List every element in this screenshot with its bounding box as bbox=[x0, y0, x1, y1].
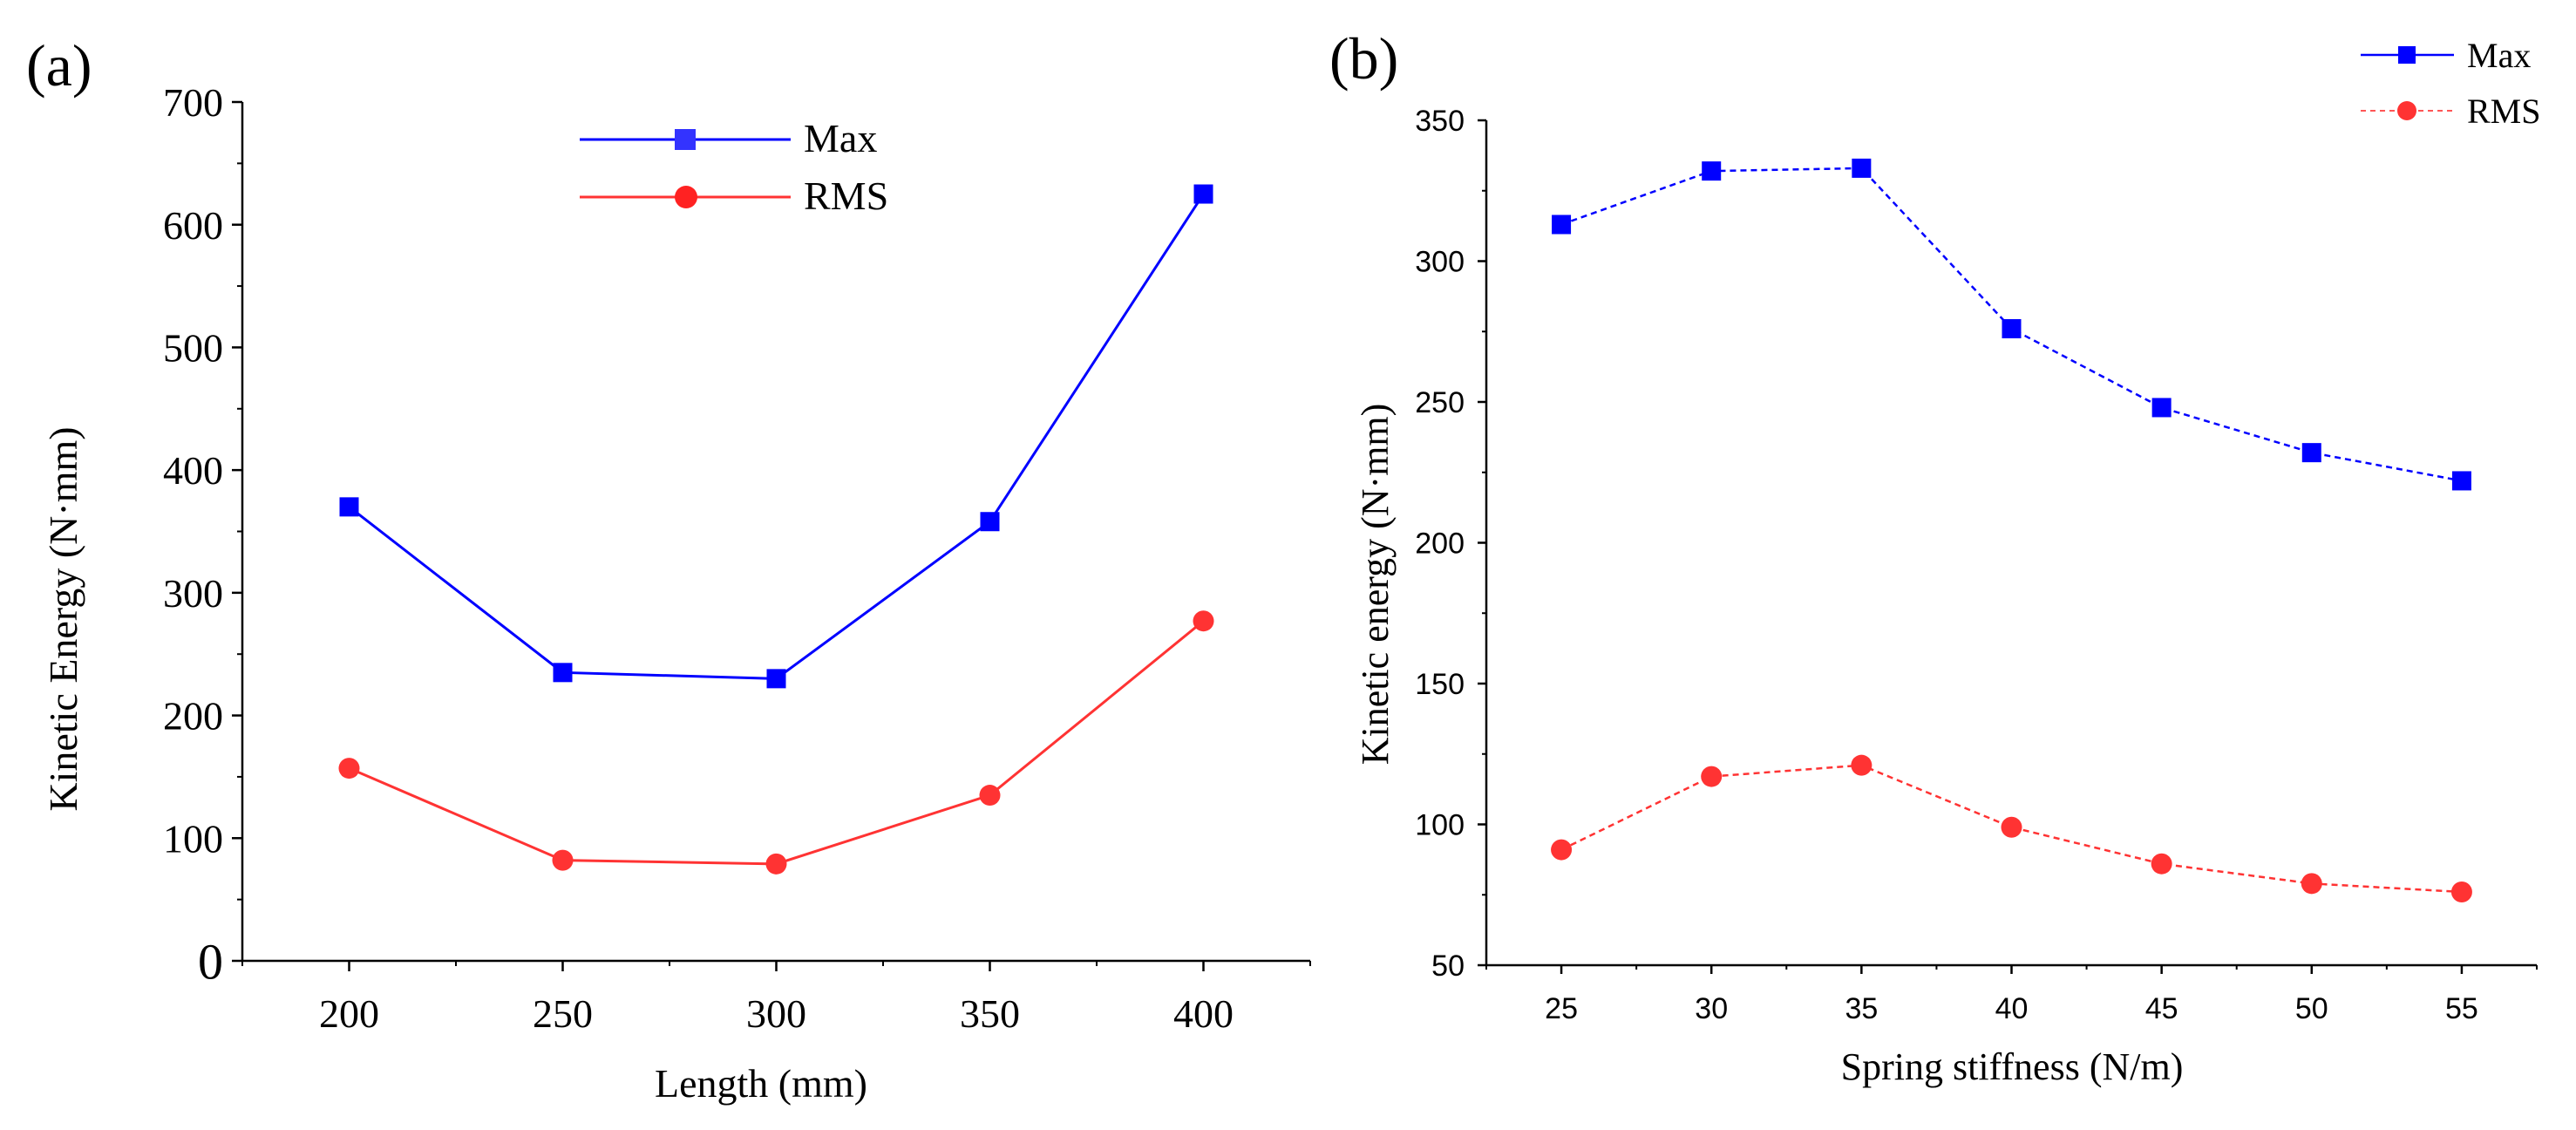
chart-a-ticks: 200 250 300 350 400 0 100 200 300 400 500 600 700 bbox=[163, 80, 1311, 1036]
x-tick-label: 50 bbox=[2295, 992, 2328, 1025]
data-point-rms bbox=[1193, 610, 1214, 632]
data-point-max bbox=[2151, 398, 2172, 418]
chart-b-xlabel: Spring stiffness (N/m) bbox=[1841, 1045, 2184, 1088]
data-point-rms bbox=[1551, 839, 1573, 861]
panel-label-a: (a) bbox=[26, 32, 92, 99]
y-tick-label: 700 bbox=[163, 80, 223, 125]
chart-b-series bbox=[1551, 158, 2472, 903]
data-point-rms bbox=[552, 849, 574, 871]
x-tick-label: 25 bbox=[1545, 992, 1578, 1025]
legend-a-rms: RMS bbox=[580, 174, 888, 218]
data-point-max bbox=[980, 512, 1000, 532]
y-tick-label: 150 bbox=[1415, 668, 1465, 701]
chart-b-axes bbox=[1485, 120, 2537, 967]
data-point-max bbox=[1852, 158, 1872, 178]
chart-a-axes bbox=[241, 102, 1310, 963]
data-point-max bbox=[2301, 443, 2321, 463]
x-tick-label: 400 bbox=[1173, 991, 1234, 1036]
data-point-rms bbox=[2301, 873, 2322, 895]
legend-b-max-label: Max bbox=[2467, 36, 2531, 75]
data-point-rms bbox=[2001, 816, 2022, 838]
y-tick-label: 400 bbox=[163, 448, 223, 493]
data-point-rms bbox=[2450, 882, 2472, 903]
y-tick-label: 250 bbox=[1415, 386, 1465, 419]
data-point-rms bbox=[2151, 853, 2172, 875]
y-tick-label: 200 bbox=[163, 694, 223, 739]
y-tick-label: 100 bbox=[1415, 808, 1465, 841]
data-point-max bbox=[2002, 319, 2022, 339]
legend-a-rms-label: RMS bbox=[804, 174, 888, 218]
data-point-rms bbox=[979, 785, 1001, 807]
x-tick-label: 55 bbox=[2445, 992, 2478, 1025]
data-point-max bbox=[766, 669, 786, 689]
chart-b: (b) 25 30 35 40 45 50 55 50 100 150 200 250 300 350 S… bbox=[1329, 25, 2541, 1088]
y-tick-label: 350 bbox=[1415, 105, 1465, 138]
data-point-rms bbox=[1701, 766, 1723, 787]
chart-a: (a) 200 250 300 350 400 0 100 200 300 400 500 600 70… bbox=[26, 32, 1311, 1106]
x-tick-label: 30 bbox=[1695, 992, 1728, 1025]
x-tick-label: 300 bbox=[746, 991, 806, 1036]
x-tick-label: 200 bbox=[319, 991, 379, 1036]
legend-b-rms-label: RMS bbox=[2467, 92, 2541, 131]
chart-a-legend: Max RMS bbox=[580, 116, 888, 218]
series-line-max bbox=[348, 193, 1205, 680]
chart-a-xlabel: Length (mm) bbox=[655, 1061, 867, 1106]
panel-label-b: (b) bbox=[1329, 25, 1398, 92]
data-point-max bbox=[553, 663, 573, 683]
chart-b-legend: Max RMS bbox=[2361, 36, 2541, 131]
chart-b-ylabel: Kinetic energy (N·mm) bbox=[1354, 404, 1397, 766]
y-tick-label: 0 bbox=[198, 933, 223, 990]
y-tick-label: 100 bbox=[163, 816, 223, 861]
chart-a-series bbox=[338, 184, 1214, 875]
legend-b-rms: RMS bbox=[2361, 92, 2541, 131]
legend-a-max-label: Max bbox=[804, 116, 877, 160]
x-tick-label: 350 bbox=[960, 991, 1020, 1036]
y-tick-label: 50 bbox=[1431, 950, 1465, 983]
legend-a-max: Max bbox=[580, 116, 877, 160]
legend-b-max: Max bbox=[2361, 36, 2531, 75]
series-line-rms bbox=[348, 620, 1205, 866]
chart-a-ylabel: Kinetic Energy (N·mm) bbox=[41, 426, 85, 811]
x-tick-label: 45 bbox=[2145, 992, 2178, 1025]
y-tick-label: 600 bbox=[163, 203, 223, 248]
data-point-max bbox=[1702, 161, 1722, 181]
data-point-max bbox=[1193, 184, 1213, 204]
data-point-rms bbox=[1851, 754, 1873, 776]
y-tick-label: 500 bbox=[163, 326, 223, 371]
y-tick-label: 300 bbox=[1415, 245, 1465, 278]
x-tick-label: 250 bbox=[533, 991, 593, 1036]
data-point-rms bbox=[338, 758, 360, 779]
data-point-max bbox=[339, 497, 359, 517]
data-point-max bbox=[2451, 471, 2471, 491]
x-tick-label: 35 bbox=[1845, 992, 1878, 1025]
chart-b-ticks: 25 30 35 40 45 50 55 50 100 150 200 250 300 350 bbox=[1415, 105, 2538, 1025]
y-tick-label: 200 bbox=[1415, 527, 1465, 560]
data-point-max bbox=[1552, 214, 1572, 235]
x-tick-label: 40 bbox=[1995, 992, 2029, 1025]
y-tick-label: 300 bbox=[163, 571, 223, 616]
data-point-rms bbox=[765, 853, 787, 875]
